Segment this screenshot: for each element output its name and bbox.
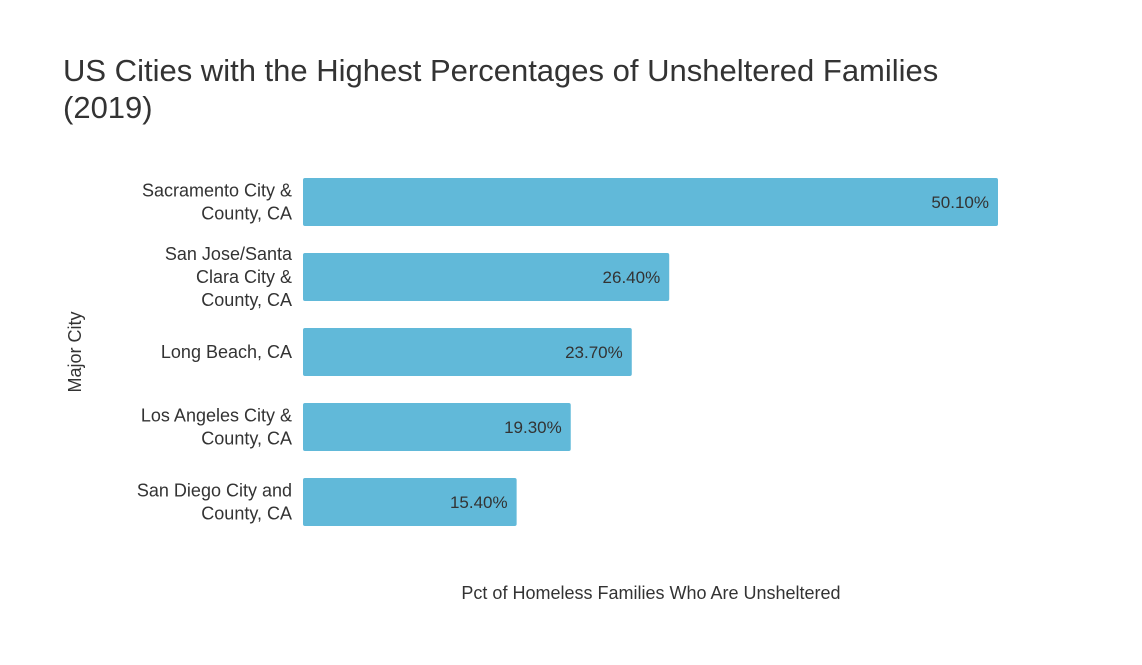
category-label-line: County, CA xyxy=(201,429,292,449)
bar-value-label: 15.40% xyxy=(450,493,508,512)
category-label: San Diego City and County, CA xyxy=(137,481,292,524)
category-label: Los Angeles City & County, CA xyxy=(141,406,292,449)
category-label-line: Clara City & xyxy=(196,267,292,287)
bar-value-label: 19.30% xyxy=(504,418,562,437)
bars xyxy=(303,178,998,526)
category-label-line: San Jose/Santa xyxy=(165,244,293,264)
bar-value-label: 23.70% xyxy=(565,343,623,362)
category-label-line: County, CA xyxy=(201,504,292,524)
bar xyxy=(303,478,517,526)
category-label-line: County, CA xyxy=(201,204,292,224)
category-label: Long Beach, CA xyxy=(161,342,292,362)
x-axis-label: Pct of Homeless Families Who Are Unshelt… xyxy=(461,583,840,603)
bar xyxy=(303,403,571,451)
category-label-line: Los Angeles City & xyxy=(141,406,292,426)
chart-title-line-2: (2019) xyxy=(63,90,153,125)
bar xyxy=(303,253,670,301)
chart-title-line-1: US Cities with the Highest Percentages o… xyxy=(63,53,938,88)
bar-value-label: 50.10% xyxy=(931,193,989,212)
category-label: Sacramento City & County, CA xyxy=(142,181,292,224)
bar-value-label: 26.40% xyxy=(603,268,661,287)
category-label-line: Long Beach, CA xyxy=(161,342,292,362)
bar xyxy=(303,328,632,376)
category-label-line: Sacramento City & xyxy=(142,181,292,201)
chart-title: US Cities with the Highest Percentages o… xyxy=(63,53,947,125)
category-label-line: San Diego City and xyxy=(137,481,292,501)
category-label-line: County, CA xyxy=(201,290,292,310)
category-label: San Jose/Santa Clara City & County, CA xyxy=(165,244,293,310)
y-axis-label: Major City xyxy=(65,311,85,392)
value-labels: 50.10% 26.40% 23.70% 19.30% 15.40% xyxy=(450,193,989,512)
bar xyxy=(303,178,998,226)
